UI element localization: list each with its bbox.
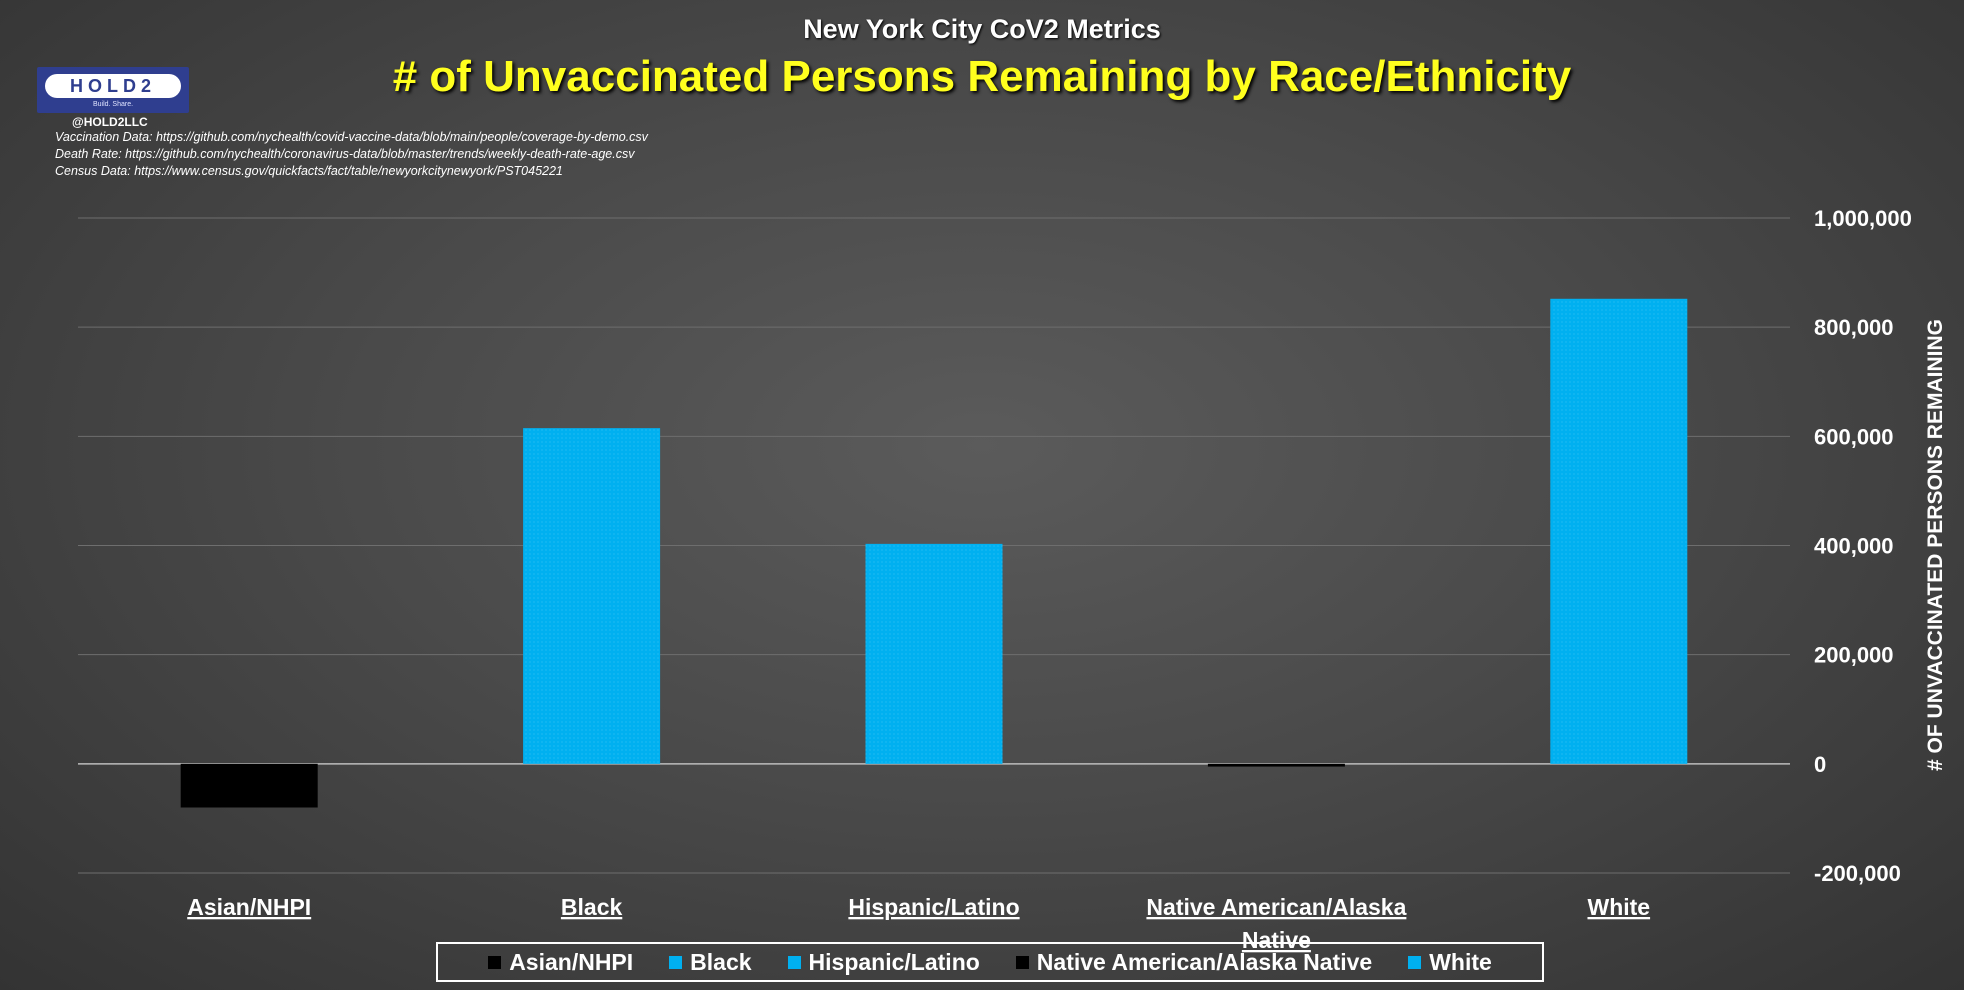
logo-text: HOLD2 [45, 74, 181, 98]
bar-black [523, 428, 661, 764]
legend-entry: Asian/NHPI [488, 949, 633, 976]
x-tick-label: White [1587, 894, 1650, 920]
y-tick-label: 600,000 [1814, 424, 1894, 449]
legend-label: Hispanic/Latino [808, 948, 980, 975]
x-tick-label: Hispanic/Latino [848, 894, 1019, 920]
legend-entry: White [1408, 949, 1492, 976]
legend-swatch [1015, 955, 1029, 969]
data-sources: Vaccination Data: https://github.com/nyc… [55, 129, 648, 180]
legend-swatch [1408, 955, 1422, 969]
legend-swatch [488, 955, 502, 969]
x-tick-label: Black [561, 894, 623, 920]
legend-entry: Black [669, 948, 752, 976]
legend-label: White [1429, 948, 1492, 975]
bar-asian-nhpi [180, 763, 318, 808]
y-axis-label: # OF UNVACCINATED PERSONS REMAINING [1924, 319, 1947, 771]
chart-title: # of Unvaccinated Persons Remaining by R… [392, 52, 1572, 101]
logo-tagline: Build. Share. [92, 101, 134, 108]
hold2-logo: HOLD2 Build. Share. [37, 67, 189, 113]
y-tick-label: 400,000 [1814, 534, 1894, 559]
bar-white [1550, 298, 1688, 764]
social-handle: @HOLD2LLC [72, 115, 148, 129]
bar-hispanic-latino [865, 543, 1003, 764]
y-tick-label: 800,000 [1814, 315, 1894, 340]
legend-label: Native American/Alaska Native [1036, 948, 1373, 975]
source-vaccination: Vaccination Data: https://github.com/nyc… [55, 130, 648, 144]
chart-subtitle: New York City CoV2 Metrics [803, 14, 1161, 44]
legend-label: Black [690, 948, 752, 975]
x-tick-label: Native [1242, 927, 1311, 953]
y-tick-label: 0 [1814, 752, 1826, 777]
legend-label: Asian/NHPI [509, 948, 634, 975]
y-tick-label: 1,000,000 [1814, 206, 1912, 231]
source-death-rate: Death Rate: https://github.com/nychealth… [55, 147, 635, 161]
legend-entry: Hispanic/Latino [787, 948, 980, 976]
chart-legend: Asian/NHPI Black Hispanic/Latino Native Ame… [436, 942, 1544, 982]
bar-native-american-alaska-native [1207, 763, 1345, 767]
x-tick-label: Asian/NHPI [187, 894, 311, 920]
legend-entry: Native American/Alaska Native [1015, 948, 1373, 976]
y-tick-label: -200,000 [1814, 861, 1901, 886]
source-census: Census Data: https://www.census.gov/quic… [55, 164, 563, 178]
y-tick-label: 200,000 [1814, 643, 1894, 668]
legend-swatch [669, 955, 683, 969]
x-tick-label: Native American/Alaska [1146, 894, 1406, 920]
legend-swatch [787, 955, 801, 969]
